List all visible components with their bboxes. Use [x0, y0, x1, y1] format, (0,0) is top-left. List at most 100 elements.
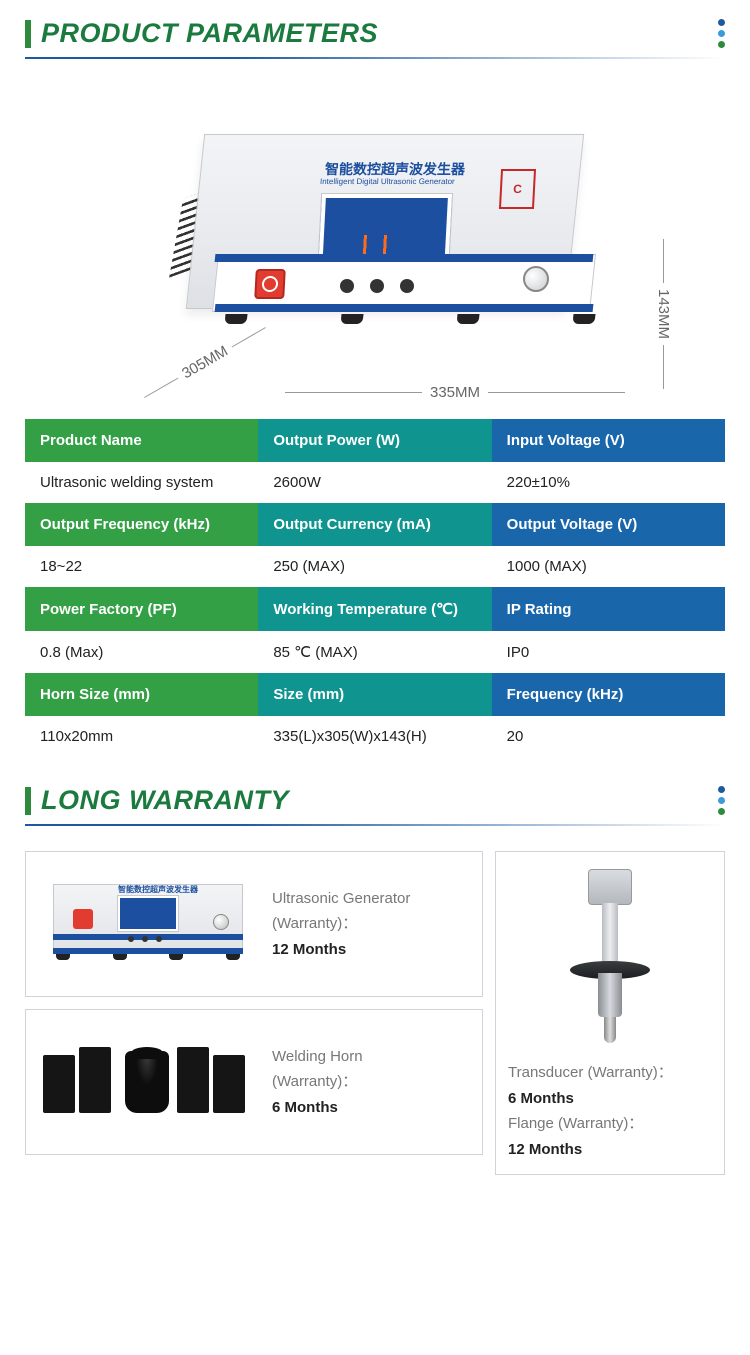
- cell: 20: [492, 716, 725, 757]
- mini-generator-icon: 智能数控超声波发生器: [48, 874, 248, 974]
- foot-icon: [456, 314, 479, 324]
- ctrl-icon: [370, 279, 384, 293]
- warranty-card-generator: 智能数控超声波发生器 Ultrasonic Generator (Warrant…: [25, 851, 483, 997]
- dimension-width-value: 335MM: [422, 384, 488, 401]
- warranty-left-col: 智能数控超声波发生器 Ultrasonic Generator (Warrant…: [25, 851, 483, 1175]
- control-buttons: [340, 279, 414, 293]
- col-header: Power Factory (PF): [25, 587, 258, 631]
- cell: 110x20mm: [25, 716, 258, 757]
- col-header: Output Frequency (kHz): [25, 503, 258, 546]
- warranty-grid: 智能数控超声波发生器 Ultrasonic Generator (Warrant…: [25, 851, 725, 1175]
- device-illustration: 智能数控超声波发生器 Intelligent Digital Ultrasoni…: [125, 104, 625, 374]
- dot-icon: [718, 808, 725, 815]
- warranty-label: Ultrasonic Generator: [272, 886, 470, 912]
- dot-icon: [718, 41, 725, 48]
- device-label-cn: 智能数控超声波发生器: [324, 159, 465, 179]
- warranty-label: Welding Horn: [272, 1044, 470, 1070]
- col-header: Output Currency (mA): [258, 503, 491, 546]
- horn-thumb: [38, 1022, 258, 1142]
- dimension-depth: 305MM: [140, 320, 270, 405]
- warranty-card-transducer: Transducer (Warranty)： 6 Months Flange (…: [495, 851, 725, 1175]
- device-label-en: Intelligent Digital Ultrasonic Generator: [320, 177, 455, 186]
- dot-icon: [718, 19, 725, 26]
- section-underline: [25, 57, 725, 59]
- section-underline: [25, 824, 725, 826]
- mini-transducer-icon: [560, 869, 660, 1049]
- section-header-warranty: LONG WARRANTY: [0, 767, 750, 816]
- foot-icon: [340, 314, 363, 324]
- col-header: Frequency (kHz): [492, 673, 725, 716]
- warranty-info: Ultrasonic Generator (Warranty)： 12 Mont…: [272, 886, 470, 963]
- col-header: Horn Size (mm): [25, 673, 258, 716]
- warranty-card-horn: Welding Horn (Warranty)： 6 Months: [25, 1009, 483, 1155]
- cell: 335(L)x305(W)x143(H): [258, 716, 491, 757]
- dimension-height: 143MM: [655, 239, 672, 389]
- table-row: 110x20mm 335(L)x305(W)x143(H) 20: [25, 716, 725, 757]
- warranty-value: 6 Months: [508, 1086, 712, 1112]
- transducer-thumb: [508, 864, 712, 1054]
- col-header: IP Rating: [492, 587, 725, 631]
- col-header: Input Voltage (V): [492, 419, 725, 462]
- band-icon: [215, 304, 594, 312]
- cell: 250 (MAX): [258, 546, 491, 587]
- cell: 220±10%: [492, 462, 725, 503]
- generator-thumb: 智能数控超声波发生器: [38, 864, 258, 984]
- product-figure: 智能数控超声波发生器 Intelligent Digital Ultrasoni…: [25, 74, 725, 404]
- dot-icon: [718, 30, 725, 37]
- col-header: Product Name: [25, 419, 258, 462]
- decorative-dots: [718, 786, 725, 815]
- section-title-wrap: LONG WARRANTY: [25, 785, 289, 816]
- cell: 18~22: [25, 546, 258, 587]
- section-title-warranty: LONG WARRANTY: [41, 785, 289, 816]
- foot-icon: [572, 314, 595, 324]
- warranty-label2: (Warranty)：: [272, 911, 470, 937]
- warranty-value2: 12 Months: [508, 1137, 712, 1163]
- table-row: 0.8 (Max) 85 ℃ (MAX) IP0: [25, 631, 725, 673]
- foot-icon: [224, 314, 247, 324]
- table-header-row: Power Factory (PF) Working Temperature (…: [25, 587, 725, 631]
- warranty-label: Transducer (Warranty)：: [508, 1060, 712, 1086]
- cell: 0.8 (Max): [25, 631, 258, 673]
- mini-horn-icon: [43, 1037, 253, 1127]
- brand-logo-icon: C: [499, 169, 536, 209]
- ctrl-icon: [400, 279, 414, 293]
- dimension-width: 335MM: [285, 384, 625, 401]
- dot-icon: [718, 786, 725, 793]
- decorative-dots: [718, 19, 725, 48]
- dimension-depth-value: 305MM: [174, 340, 236, 386]
- cell: 2600W: [258, 462, 491, 503]
- warranty-label2: Flange (Warranty)：: [508, 1111, 712, 1137]
- knob-icon: [523, 266, 549, 292]
- warranty-label2: (Warranty)：: [272, 1069, 470, 1095]
- table-row: Ultrasonic welding system 2600W 220±10%: [25, 462, 725, 503]
- warranty-info: Welding Horn (Warranty)： 6 Months: [272, 1044, 470, 1121]
- band-icon: [215, 254, 594, 262]
- section-title-parameters: PRODUCT PARAMETERS: [41, 18, 378, 49]
- device-feet: [224, 314, 595, 324]
- parameters-table: Product Name Output Power (W) Input Volt…: [25, 419, 725, 757]
- mini-label: 智能数控超声波发生器: [118, 884, 198, 895]
- power-button-icon: [254, 269, 286, 299]
- col-header: Output Voltage (V): [492, 503, 725, 546]
- warranty-value: 12 Months: [272, 937, 470, 963]
- cell: 85 ℃ (MAX): [258, 631, 491, 673]
- ctrl-icon: [340, 279, 354, 293]
- lcd-wave-icon: [333, 235, 444, 255]
- cell: Ultrasonic welding system: [25, 462, 258, 503]
- table-header-row: Product Name Output Power (W) Input Volt…: [25, 419, 725, 462]
- dot-icon: [718, 797, 725, 804]
- warranty-value: 6 Months: [272, 1095, 470, 1121]
- dimension-height-value: 143MM: [655, 283, 672, 345]
- table-row: 18~22 250 (MAX) 1000 (MAX): [25, 546, 725, 587]
- section-header-parameters: PRODUCT PARAMETERS: [0, 0, 750, 49]
- title-accent: [25, 20, 31, 48]
- warranty-info: Transducer (Warranty)： 6 Months Flange (…: [508, 1054, 712, 1162]
- cell: 1000 (MAX): [492, 546, 725, 587]
- table-header-row: Horn Size (mm) Size (mm) Frequency (kHz): [25, 673, 725, 716]
- table-header-row: Output Frequency (kHz) Output Currency (…: [25, 503, 725, 546]
- section-title-wrap: PRODUCT PARAMETERS: [25, 18, 378, 49]
- col-header: Output Power (W): [258, 419, 491, 462]
- title-accent: [25, 787, 31, 815]
- cell: IP0: [492, 631, 725, 673]
- col-header: Size (mm): [258, 673, 491, 716]
